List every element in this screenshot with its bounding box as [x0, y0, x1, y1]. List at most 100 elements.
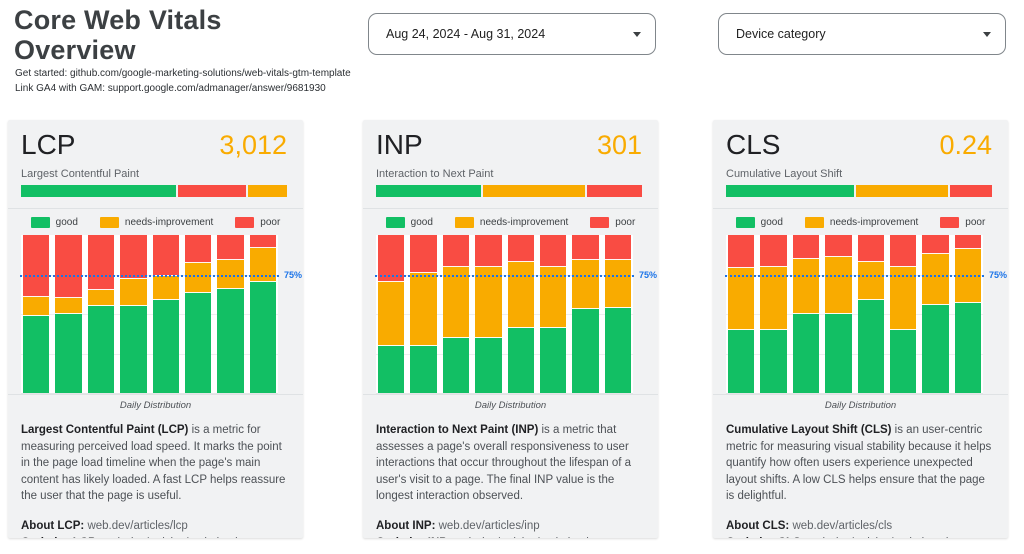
- bar-segment-needs-improvement: [410, 272, 437, 346]
- optimize-line: Optimize LCP: web.dev/articles/optimize-…: [21, 535, 289, 539]
- date-range-dropdown[interactable]: Aug 24, 2024 - Aug 31, 2024: [368, 13, 656, 55]
- bar-segment-good: [572, 309, 599, 393]
- legend-item-needs-improvement: needs-improvement: [454, 217, 568, 228]
- optimize-url: web.dev/articles/optimize-cls: [808, 537, 954, 539]
- summary-segment-needs-improvement: [482, 185, 585, 197]
- chevron-down-icon: [983, 31, 991, 37]
- metric-name: CLS: [726, 129, 781, 160]
- bar-segment-needs-improvement: [475, 266, 502, 338]
- bar-segment-poor: [572, 235, 599, 261]
- daily-bar: [378, 235, 405, 393]
- metric-subtitle: Cumulative Layout Shift: [726, 168, 843, 180]
- legend-item-poor: poor: [590, 217, 635, 228]
- bar-segment-poor: [922, 235, 949, 254]
- bar-segment-poor: [120, 235, 147, 280]
- bar-segment-poor: [410, 235, 437, 273]
- bar-segment-good: [87, 306, 115, 393]
- bar-segment-poor: [792, 235, 820, 259]
- summary-segment-good: [376, 185, 481, 197]
- stacked-bars: [728, 235, 981, 393]
- gridline-50: [726, 314, 983, 315]
- optimize-label: Optimize INP:: [376, 537, 451, 539]
- device-category-dropdown[interactable]: Device category: [718, 13, 1006, 55]
- bar-segment-poor: [23, 235, 50, 297]
- bar-segment-good: [475, 337, 502, 393]
- optimize-line: Optimize INP: web.dev/articles/optimize-…: [376, 535, 644, 539]
- threshold-label: 75%: [638, 269, 657, 280]
- metric-description: Cumulative Layout Shift (CLS) is an user…: [713, 415, 1008, 505]
- summary-distribution-bar: [376, 185, 642, 197]
- about-label: About INP:: [376, 519, 436, 532]
- daily-bar: [152, 235, 179, 393]
- bar-segment-good: [760, 329, 787, 393]
- bar-segment-needs-improvement: [922, 253, 949, 305]
- card-header: INP 301 Interaction to Next Paint: [363, 120, 658, 197]
- bar-segment-poor: [217, 235, 244, 261]
- daily-bar: [572, 235, 599, 393]
- gridline-50: [21, 314, 278, 315]
- chart-legend: good needs-improvement poor: [8, 209, 303, 235]
- bar-segment-good: [442, 337, 470, 393]
- bar-segment-needs-improvement: [792, 258, 820, 314]
- threshold-line-75: [20, 274, 279, 277]
- metric-subtitle: Interaction to Next Paint: [376, 168, 494, 180]
- daily-bar: [217, 235, 244, 393]
- daily-distribution-label: Daily Distribution: [824, 400, 897, 411]
- poor-swatch-icon: [235, 217, 255, 228]
- metric-description: Largest Contentful Paint (LCP) is a metr…: [8, 415, 303, 505]
- metric-description-body: is an user-centric metric for measuring …: [726, 424, 992, 502]
- summary-segment-needs-improvement: [247, 185, 288, 197]
- metric-subtitle: Largest Contentful Paint: [21, 168, 140, 180]
- legend-label: poor: [615, 217, 636, 228]
- bar-segment-needs-improvement: [249, 247, 276, 283]
- bar-segment-good: [604, 307, 631, 393]
- legend-label: poor: [965, 217, 986, 228]
- threshold-line-75: [375, 274, 634, 277]
- bar-segment-poor: [857, 235, 884, 262]
- good-swatch-icon: [30, 217, 50, 228]
- bar-segment-poor: [954, 235, 981, 250]
- metric-card-cls: CLS 0.24 Cumulative Layout Shift good nee…: [713, 120, 1008, 538]
- legend-item-needs-improvement: needs-improvement: [99, 217, 214, 228]
- metric-value: 0.24: [939, 130, 992, 160]
- optimize-label: Optimize LCP:: [21, 537, 100, 539]
- daily-bar: [889, 235, 917, 393]
- stacked-bars: [23, 235, 276, 393]
- daily-distribution-label: Daily Distribution: [119, 400, 192, 411]
- bar-segment-poor: [539, 235, 567, 267]
- summary-segment-poor: [586, 185, 642, 197]
- chart-divider: [713, 394, 1008, 395]
- daily-bar: [507, 235, 534, 393]
- optimize-line: Optimize CLS: web.dev/articles/optimize-…: [726, 535, 994, 539]
- legend-label: needs-improvement: [829, 217, 919, 228]
- stacked-bars: [378, 235, 631, 393]
- bar-segment-poor: [55, 235, 82, 299]
- bar-segment-good: [728, 329, 755, 393]
- chart-divider: [363, 394, 658, 395]
- legend-label: good: [760, 217, 783, 228]
- daily-bar: [410, 235, 437, 393]
- bar-segment-poor: [152, 235, 179, 277]
- daily-distribution-label: Daily Distribution: [474, 400, 547, 411]
- metric-value: 3,012: [219, 130, 287, 160]
- poor-swatch-icon: [590, 217, 610, 228]
- legend-item-needs-improvement: needs-improvement: [804, 217, 919, 228]
- bar-segment-needs-improvement: [507, 261, 534, 329]
- bar-segment-good: [249, 282, 276, 393]
- bar-segment-good: [23, 315, 50, 393]
- bar-segment-needs-improvement: [378, 282, 405, 346]
- legend-label: needs-improvement: [124, 217, 214, 228]
- legend-item-poor: poor: [235, 217, 280, 228]
- chart-legend: good needs-improvement poor: [363, 209, 658, 235]
- threshold-line-75: [725, 274, 984, 277]
- bar-segment-good: [857, 299, 884, 393]
- bar-segment-poor: [889, 235, 917, 267]
- legend-label: poor: [260, 217, 281, 228]
- metric-name: LCP: [21, 129, 76, 160]
- bar-segment-needs-improvement: [55, 298, 82, 314]
- gridline-25: [726, 353, 983, 355]
- bar-segment-good: [507, 328, 534, 393]
- gridline-25: [21, 353, 278, 355]
- daily-bar: [184, 235, 212, 393]
- bar-segment-poor: [760, 235, 787, 267]
